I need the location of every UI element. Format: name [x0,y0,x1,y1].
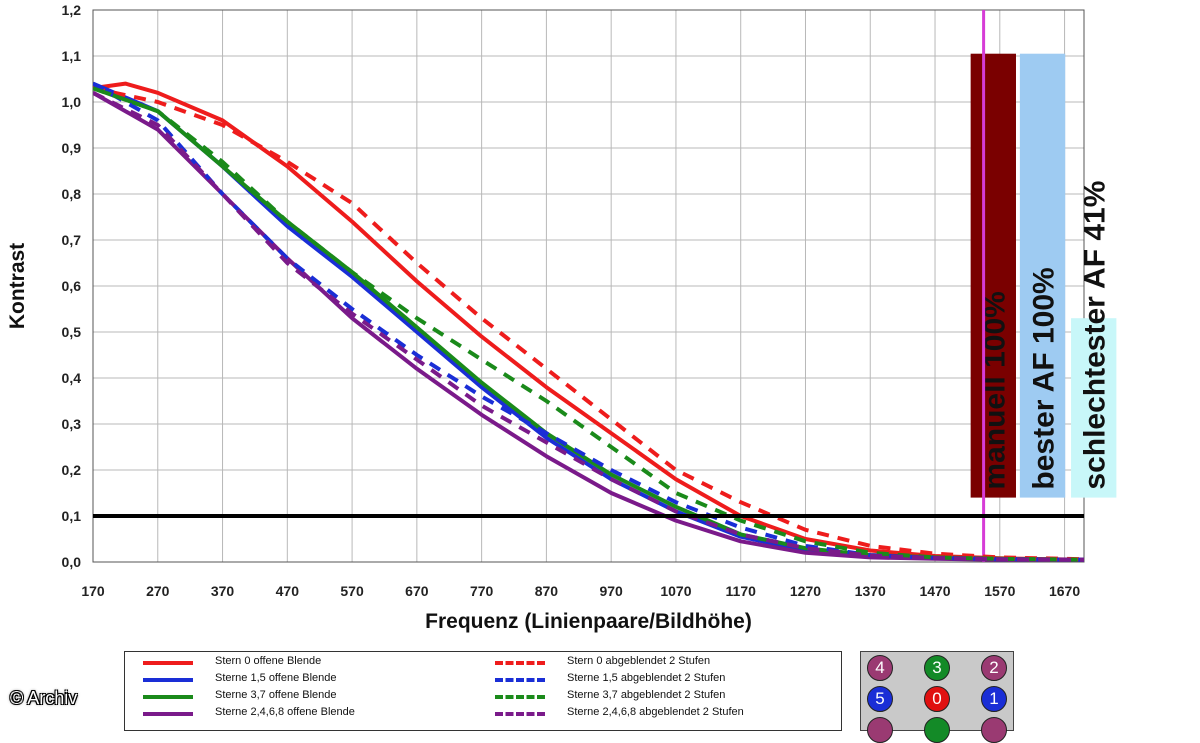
x-tick-label: 1670 [1049,583,1080,599]
y-tick-label: 0,2 [62,462,82,478]
y-tick-label: 0,7 [62,232,82,248]
x-tick-label: 770 [470,583,494,599]
legend-swatch [495,695,545,699]
y-tick-label: 0,4 [62,370,82,386]
x-tick-label: 1170 [726,583,757,599]
legend-swatch [495,678,545,682]
annotation-label-2: schlechtester AF 41% [1079,181,1112,490]
x-tick-label: 470 [276,583,300,599]
x-tick-label: 870 [535,583,559,599]
x-tick-label: 1570 [984,583,1015,599]
series-group [93,81,1084,562]
star-marker-3: 5 [867,686,893,712]
legend-label: Sterne 3,7 offene Blende [215,689,337,701]
star-marker-2: 2 [981,655,1007,681]
annotation-box-1 [1019,53,1066,498]
series-line-4 [93,86,1084,562]
annotation-label-1: bester AF 100% [1028,267,1061,489]
star-marker-0: 4 [867,655,893,681]
legend-label: Sterne 1,5 abgeblendet 2 Stufen [567,672,726,684]
annotation-box-2 [1071,318,1117,498]
y-tick-label: 0,0 [62,554,82,570]
series-line-0 [93,81,1084,562]
star-marker-4: 0 [924,686,950,712]
legend-swatch [143,695,193,699]
legend-swatch [143,678,193,682]
y-tick-label: 1,0 [62,94,82,110]
y-tick-label: 0,9 [62,140,82,156]
legend-label: Stern 0 offene Blende [215,655,322,667]
star-marker-1: 3 [924,655,950,681]
legend-label: Stern 0 abgeblendet 2 Stufen [567,655,711,667]
y-tick-label: 0,6 [62,278,82,294]
legend-swatch [143,712,193,716]
x-tick-label: 370 [211,583,235,599]
x-tick-label: 1470 [919,583,950,599]
star-marker-8 [981,717,1007,743]
x-axis-title: Frequenz (Linienpaare/Bildhöhe) [425,610,752,633]
series-line-7 [93,91,1084,562]
chart-canvas: 0,0 0,1 0,2 0,3 0,4 0,5 0,6 0,7 0,8 0,9 1,0 1,1 1,2 1… [6,2,1117,633]
x-tick-label: 170 [81,583,105,599]
y-tick-label: 0,5 [62,324,82,340]
y-tick-label: 0,1 [62,508,82,524]
legend-swatch [495,712,545,716]
x-tick-label: 570 [340,583,364,599]
x-tick-label: 1370 [855,583,886,599]
star-position-diagram: 4 3 2 5 0 1 [860,651,1014,743]
star-marker-7 [924,717,950,743]
x-tick-label: 1270 [790,583,821,599]
plot-border [92,9,1085,563]
x-tick-label: 670 [405,583,429,599]
chart-legend: Stern 0 offene Blende Sterne 1,5 offene B… [124,651,842,731]
legend-label: Sterne 3,7 abgeblendet 2 Stufen [567,689,726,701]
annotation-box-0 [970,53,1016,498]
x-tick-label: 270 [146,583,170,599]
y-tick-label: 0,8 [62,186,82,202]
x-tick-label: 1070 [660,583,691,599]
legend-label: Sterne 1,5 offene Blende [215,672,337,684]
y-tick-label: 1,1 [62,48,82,64]
legend-swatch [495,661,545,665]
legend-swatch [143,661,193,665]
legend-label: Sterne 2,4,6,8 offene Blende [215,706,355,718]
star-marker-6 [867,717,893,743]
y-axis-title: Kontrast [6,243,29,329]
y-tick-label: 0,3 [62,416,82,432]
legend-label: Sterne 2,4,6,8 abgeblendet 2 Stufen [567,706,744,718]
copyright-notice: © Archiv [10,688,78,708]
star-marker-5: 1 [981,686,1007,712]
y-tick-label: 1,2 [62,2,82,18]
x-tick-label: 970 [599,583,623,599]
